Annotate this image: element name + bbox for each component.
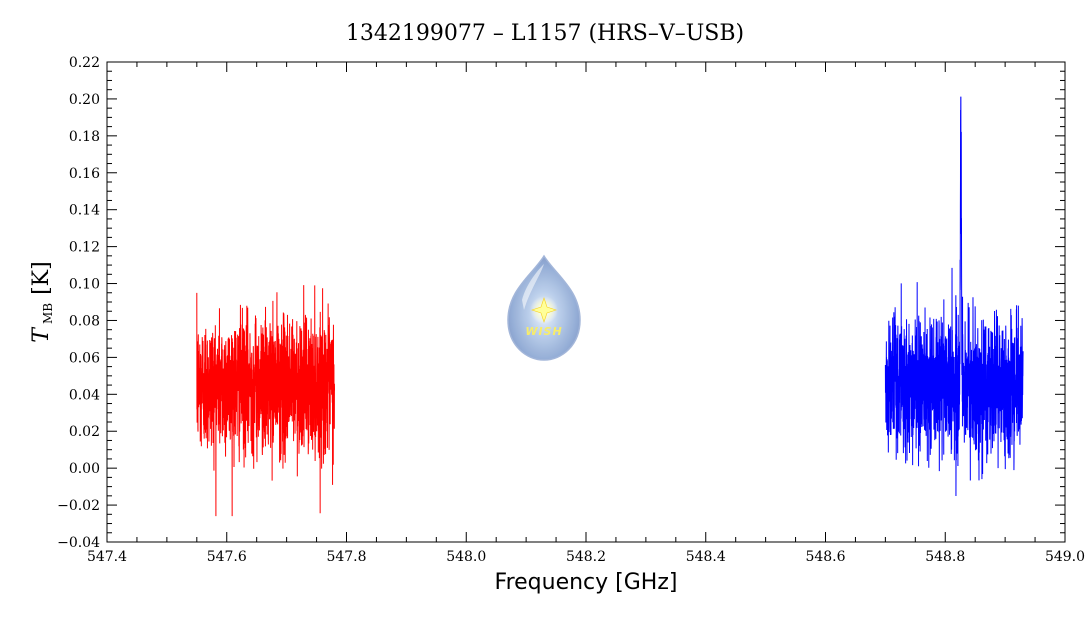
y-tick-label: 0.20 (69, 92, 100, 108)
series-line-red (196, 285, 336, 517)
series-line-blue (884, 96, 1024, 496)
x-tick-label: 548.6 (805, 549, 845, 565)
x-tick-label: 549.0 (1045, 549, 1085, 565)
x-tick-label: 548.8 (925, 549, 965, 565)
y-tick-label: 0.16 (69, 166, 100, 182)
axis-ticks (106, 61, 1066, 543)
chart-title: 1342199077 – L1157 (HRS–V–USB) (346, 21, 744, 46)
x-tick-label: 547.6 (207, 549, 247, 565)
x-tick-label: 548.0 (446, 549, 486, 565)
y-tick-label: 0.00 (69, 461, 100, 477)
y-tick-label: −0.02 (57, 498, 100, 514)
y-axis-label-unit: [K] (29, 261, 54, 295)
y-axis-label: T MB [K] (29, 261, 56, 342)
y-tick-label: 0.06 (69, 350, 100, 366)
wish-logo: WISH (507, 254, 581, 361)
svg-text:T MB [K]: T MB [K] (29, 261, 56, 342)
x-tick-label: 548.4 (686, 549, 726, 565)
y-tick-label: 0.08 (69, 313, 100, 329)
y-tick-label: 0.14 (69, 203, 100, 219)
y-tick-label: −0.04 (57, 535, 100, 551)
x-tick-label: 547.8 (326, 549, 366, 565)
x-tick-label: 547.4 (87, 549, 127, 565)
y-tick-label: 0.18 (69, 129, 100, 145)
plot-frame (106, 61, 1066, 543)
axis-tick-labels: 547.4 547.6 547.8 548.0 548.2 548.4 548.6 548.8… (57, 55, 1085, 565)
x-axis-label: Frequency [GHz] (495, 570, 678, 595)
y-tick-label: 0.04 (69, 387, 100, 403)
y-axis-label-main: T (29, 326, 54, 343)
y-tick-label: 0.22 (69, 55, 100, 71)
y-axis-label-sub: MB (41, 303, 55, 324)
y-tick-label: 0.02 (69, 424, 100, 440)
y-tick-label: 0.12 (69, 240, 100, 256)
logo-text: WISH (525, 325, 562, 338)
x-tick-label: 548.2 (566, 549, 606, 565)
y-tick-label: 0.10 (69, 277, 100, 293)
